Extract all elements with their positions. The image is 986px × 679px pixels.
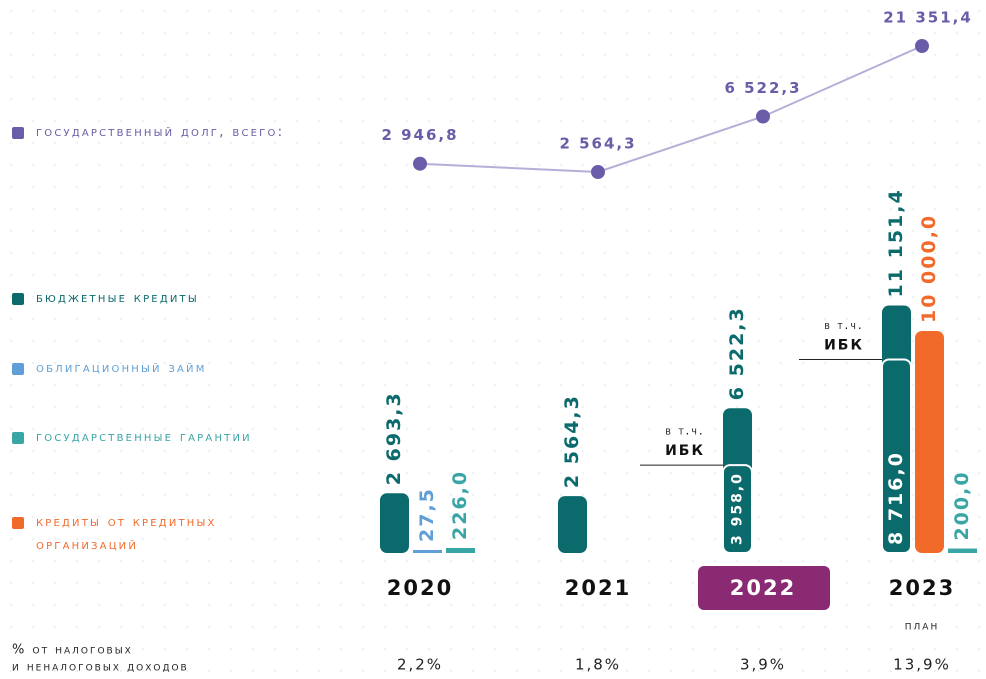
point	[756, 109, 770, 124]
legend-label: Государственные гарантии	[36, 429, 252, 445]
point	[591, 165, 605, 179]
bar-segment	[881, 358, 912, 554]
bar	[446, 547, 475, 553]
bar	[948, 548, 977, 553]
data-label: 2 693,3	[383, 391, 405, 485]
legend-swatch	[12, 363, 24, 375]
data-label: 10 000,0	[918, 214, 940, 323]
percent-label: и неналоговых доходов	[12, 660, 189, 675]
percent-value: 3,9%	[740, 656, 786, 674]
percent-value: 13,9%	[893, 656, 951, 674]
bar	[380, 493, 409, 553]
callout-label: ИБК	[824, 338, 864, 354]
annotation: план	[905, 619, 939, 634]
legend-label: Облигационный займ	[36, 360, 207, 376]
segment-label: 8 716,0	[885, 451, 907, 545]
legend-item: Государственный долг, всего:	[12, 121, 322, 144]
legend-label: Кредиты от кредитных организаций	[36, 514, 217, 553]
legend-swatch	[12, 517, 24, 529]
percent-label: % от налоговых	[12, 643, 133, 658]
bar	[915, 331, 944, 553]
data-label: 27,5	[416, 487, 438, 542]
legend-item: Кредиты от кредитных организаций	[12, 511, 322, 557]
highlight-box	[698, 566, 830, 610]
segment-label: 3 958,0	[730, 472, 746, 545]
data-label: 226,0	[449, 470, 471, 540]
x-tick-label: 2023	[889, 576, 955, 600]
x-tick-label: 2021	[565, 576, 631, 600]
callout-label: ИБК	[665, 443, 705, 459]
legend-swatch	[12, 432, 24, 444]
x-tick-label: 2022	[730, 576, 796, 600]
callout-label: в т.ч.	[665, 424, 704, 438]
legend-item: Государственные гарантии	[12, 426, 322, 449]
data-label: 11 151,4	[885, 188, 907, 297]
data-label: 2 946,8	[381, 126, 458, 144]
data-label: 6 522,3	[724, 79, 801, 97]
bar-segment	[722, 464, 753, 554]
legend-swatch	[12, 293, 24, 305]
data-label: 2 564,3	[559, 135, 636, 153]
point	[915, 39, 929, 53]
percent-value: 2,2%	[397, 656, 443, 674]
bar	[413, 550, 442, 553]
line	[419, 45, 923, 174]
data-label: 21 351,4	[883, 9, 973, 27]
data-label: 200,0	[951, 470, 973, 540]
callout-label: в т.ч.	[824, 318, 863, 332]
legend-label: Бюджетные кредиты	[36, 290, 199, 306]
legend-item: Облигационный займ	[12, 357, 322, 380]
data-label: 6 522,3	[726, 306, 748, 400]
legend-item: Бюджетные кредиты	[12, 287, 322, 310]
point	[413, 156, 427, 171]
bar	[558, 496, 587, 553]
legend-label: Государственный долг, всего:	[36, 124, 285, 140]
x-tick-label: 2020	[387, 576, 453, 600]
legend-swatch	[12, 127, 24, 139]
data-label: 2 564,3	[561, 394, 583, 488]
percent-value: 1,8%	[575, 656, 621, 674]
